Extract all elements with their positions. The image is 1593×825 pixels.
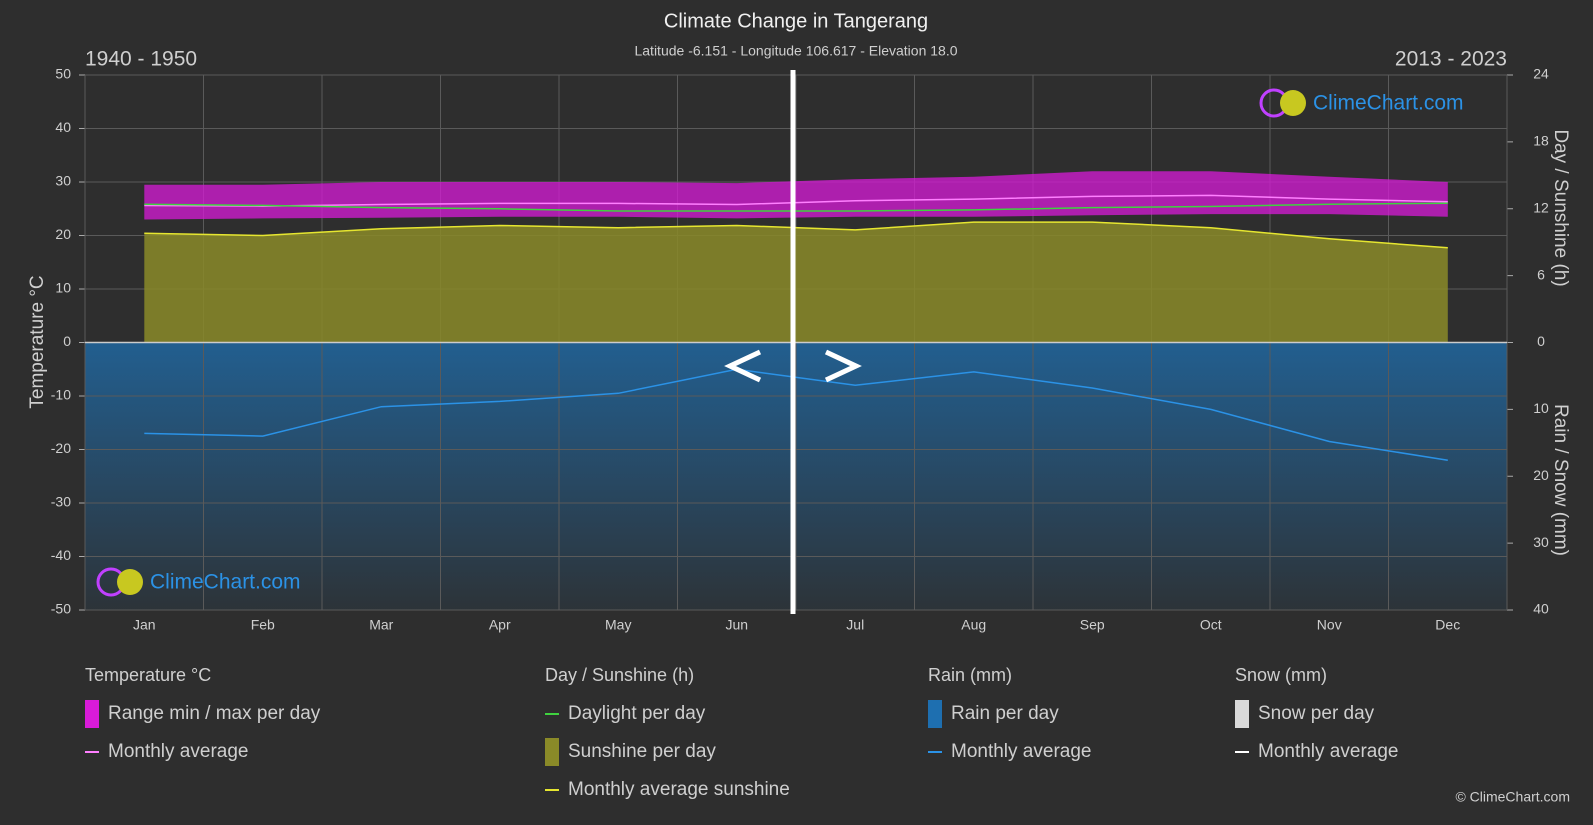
y2-tick-label: 12 [1533,199,1549,215]
y3-tick-label: 30 [1533,534,1549,550]
legend-group-title: Temperature °C [85,665,211,685]
legend-swatch [1235,700,1249,728]
legend-label: Snow per day [1258,703,1375,724]
x-tick-label: Apr [489,617,511,633]
legend-label: Range min / max per day [108,703,321,724]
legend: Temperature °C Range min / max per day Mon… [85,665,1398,800]
legend-group-title: Snow (mm) [1235,665,1327,685]
y-tick-label: 20 [55,226,71,242]
y2-tick-label: 24 [1533,66,1549,82]
x-tick-label: Jan [133,617,156,633]
series-line [144,368,1448,461]
y2-axis-label: Day / Sunshine (h) [1550,129,1571,286]
x-tick-label: Oct [1200,617,1222,633]
logo-bottom: ClimeChart.com [96,567,301,597]
legend-swatch [545,738,559,766]
y-tick-label: 50 [55,66,71,82]
y-tick-label: -30 [51,494,71,510]
y3-tick-label: 40 [1533,601,1549,617]
legend-swatch [85,700,99,728]
y-tick-label: -20 [51,440,71,456]
x-tick-label: Feb [251,617,275,633]
series-line [144,221,1448,249]
x-tick-label: Mar [369,617,393,633]
y3-tick-label: 20 [1533,467,1549,483]
legend-label: Monthly average [951,741,1091,762]
y-tick-label: 0 [63,333,71,349]
legend-group-title: Day / Sunshine (h) [545,665,694,685]
y2-tick-label: 18 [1533,133,1549,149]
y-tick-label: -40 [51,547,71,563]
series-line [144,202,1448,212]
y3-axis-label: Rain / Snow (mm) [1550,404,1571,556]
y-tick-label: 10 [55,280,71,296]
x-tick-label: Jul [846,617,864,633]
series-line [144,194,1448,207]
legend-label: Sunshine per day [568,741,716,762]
y-tick-label: 30 [55,173,71,189]
y-tick-label: -10 [51,387,71,403]
watermark: ClimeChart.com [1313,92,1464,115]
legend-group-title: Rain (mm) [928,665,1012,685]
legend-label: Monthly average [1258,741,1398,762]
copyright: © ClimeChart.com [1455,789,1570,805]
y-tick-label: 40 [55,119,71,135]
x-tick-label: May [605,617,631,633]
sunshine-area [144,222,1448,343]
watermark: ClimeChart.com [150,571,301,594]
chart-title: Climate Change in Tangerang [664,10,928,32]
legend-label: Rain per day [951,703,1059,724]
x-tick-label: Aug [961,617,986,633]
chart-subtitle: Latitude -6.151 - Longitude 106.617 - El… [634,43,957,59]
x-tick-label: Nov [1317,617,1342,633]
y-axis-label: Temperature °C [27,275,48,408]
right-period: 2013 - 2023 [1395,48,1507,71]
logo-top: ClimeChart.com [1259,88,1464,118]
y3-tick-label: 10 [1533,400,1549,416]
y2-tick-label: 0 [1537,333,1545,349]
y2-tick-label: 6 [1537,266,1545,282]
plot-area: 50 40 30 20 10 0 -10 -20 -30 -40 -50 0 6 12 18 24 10 20 30… [51,66,1549,633]
legend-label: Monthly average [108,741,248,762]
slider-left-arrow[interactable] [724,349,762,383]
left-period: 1940 - 1950 [85,48,197,71]
legend-swatch [928,700,942,728]
legend-label: Monthly average sunshine [568,779,790,800]
x-tick-label: Dec [1435,617,1460,633]
slider-right-arrow[interactable] [824,349,862,383]
x-tick-label: Sep [1080,617,1105,633]
y-tick-label: -50 [51,601,71,617]
legend-label: Daylight per day [568,703,706,724]
x-tick-label: Jun [725,617,748,633]
